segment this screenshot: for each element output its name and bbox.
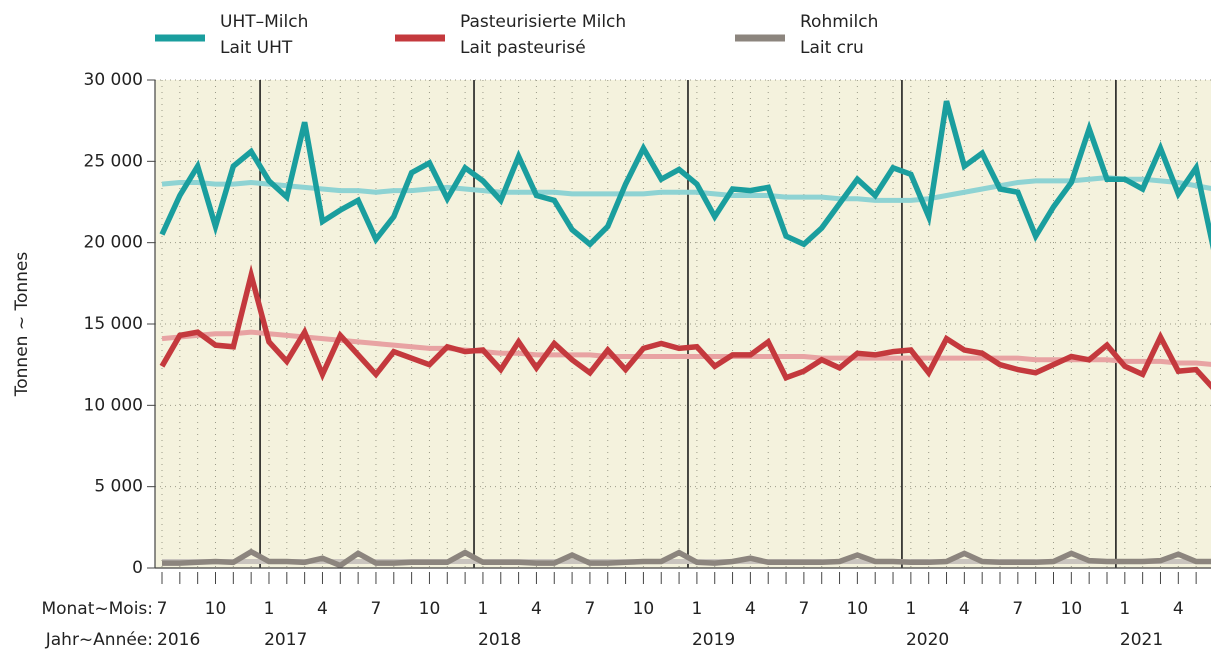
y-tick-label: 20 000 (84, 233, 143, 253)
x-tick-label: 10 (633, 599, 655, 619)
data-line (159, 100, 1211, 251)
x-tick-label: 4 (317, 599, 328, 619)
y-tick-label: 5 000 (94, 477, 143, 497)
x-tick-label: 4 (531, 599, 542, 619)
y-tick-label: 15 000 (84, 314, 143, 334)
plot-background (155, 80, 1211, 568)
x-tick-label: 1 (264, 599, 275, 619)
x-tick-label: 4 (1173, 599, 1184, 619)
year-axis-label: Jahr~Année: (45, 630, 153, 650)
y-tick-label: 25 000 (84, 151, 143, 171)
y-tick-label: 0 (132, 558, 143, 578)
year-label: 2017 (264, 630, 307, 650)
trend-line (161, 175, 1211, 203)
x-tick-label: 7 (798, 599, 809, 619)
legend-label: Lait cru (800, 38, 864, 58)
year-label: 2016 (157, 630, 200, 650)
year-label: 2020 (906, 630, 949, 650)
x-tick-label: 7 (1012, 599, 1023, 619)
data-line (159, 264, 1211, 390)
legend-label: Pasteurisierte Milch (460, 12, 626, 32)
x-tick-label: 1 (691, 599, 702, 619)
y-tick-label: 10 000 (84, 395, 143, 415)
x-tick-label: 4 (959, 599, 970, 619)
x-tick-label: 7 (371, 599, 382, 619)
x-tick-label: 10 (1061, 599, 1083, 619)
year-label: 2021 (1120, 630, 1163, 650)
x-tick-label: 1 (905, 599, 916, 619)
x-tick-label: 1 (478, 599, 489, 619)
year-label: 2019 (692, 630, 735, 650)
legend-label: UHT–Milch (220, 12, 308, 32)
x-tick-label: 7 (585, 599, 596, 619)
x-tick-label: 10 (847, 599, 869, 619)
x-tick-label: 10 (419, 599, 441, 619)
x-tick-label: 4 (745, 599, 756, 619)
x-tick-label: 1 (1119, 599, 1130, 619)
y-tick-label: 30 000 (84, 70, 143, 90)
data-line (162, 548, 1211, 569)
year-label: 2018 (478, 630, 521, 650)
legend-label: Lait UHT (220, 38, 293, 58)
y-axis-title: Tonnen ~ Tonnes (12, 252, 32, 398)
x-tick-label: 10 (205, 599, 227, 619)
lines (159, 100, 1211, 569)
legend-label: Lait pasteurisé (460, 38, 586, 58)
legend-label: Rohmilch (800, 12, 878, 32)
month-axis-label: Monat~Mois: (41, 599, 153, 619)
x-tick-label: 7 (157, 599, 168, 619)
